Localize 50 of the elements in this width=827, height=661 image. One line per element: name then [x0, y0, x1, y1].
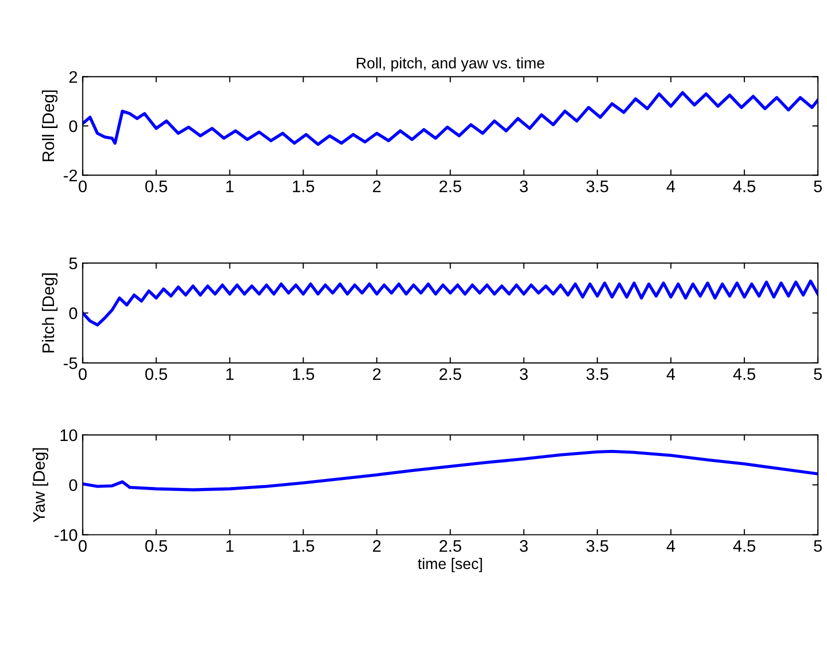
x-tick-label: 5: [814, 540, 822, 552]
x-tick-label: 4.5: [733, 180, 756, 192]
x-tick-label: 1.5: [292, 180, 314, 192]
x-tick-label: 1: [226, 368, 234, 380]
x-tick-label: 4.5: [733, 368, 756, 380]
x-tick-label: 4.5: [733, 540, 756, 552]
y-tick-label: -10: [54, 529, 78, 541]
x-tick-label: 1: [226, 180, 234, 192]
x-tick-label: 4: [666, 540, 676, 552]
chart-title: Roll, pitch, and yaw vs. time: [356, 57, 544, 72]
x-tick-label: 1.5: [292, 540, 314, 552]
x-tick-label: 3: [520, 540, 528, 552]
x-tick-label: 0: [78, 540, 87, 552]
x-tick-label: 1.5: [292, 368, 314, 380]
y-axis-title: Roll [Deg]: [42, 90, 58, 162]
x-tick-label: 3.5: [586, 180, 608, 192]
x-tick-label: 0: [78, 368, 87, 380]
x-tick-label: 0.5: [145, 180, 168, 192]
y-axis-title: Pitch [Deg]: [42, 273, 58, 352]
y-tick-label: 0: [69, 120, 78, 132]
y-tick-label: -2: [64, 170, 78, 182]
x-tick-label: 3: [520, 180, 528, 192]
x-tick-label: 3.5: [586, 540, 608, 552]
x-tick-label: 0.5: [145, 368, 168, 380]
y-tick-label: 10: [60, 429, 78, 442]
x-tick-label: 0.5: [145, 540, 168, 552]
x-tick-label: 4: [666, 180, 676, 192]
x-tick-label: 2: [372, 180, 381, 192]
x-tick-label: 3.5: [586, 368, 608, 380]
x-tick-label: 5: [814, 180, 822, 192]
x-axis-title: time [sec]: [418, 558, 482, 572]
line-series: [82, 280, 818, 326]
line-series: [82, 450, 818, 492]
x-tick-label: 0: [78, 180, 87, 192]
x-tick-label: 2.5: [440, 368, 462, 380]
y-tick-label: 0: [69, 307, 78, 320]
y-tick-label: 2: [69, 71, 78, 83]
line-series: [82, 91, 818, 146]
x-tick-label: 1: [226, 540, 234, 552]
y-tick-label: 0: [69, 479, 78, 492]
x-tick-label: 5: [814, 368, 822, 380]
x-tick-label: 2: [372, 540, 381, 552]
y-tick-label: -5: [64, 357, 78, 370]
x-tick-label: 2: [372, 368, 381, 380]
x-tick-label: 3: [520, 368, 528, 380]
y-tick-label: 5: [69, 258, 78, 270]
x-tick-label: 2.5: [440, 540, 462, 552]
x-tick-label: 2.5: [440, 180, 462, 192]
x-tick-label: 4: [666, 368, 676, 380]
y-axis-title: Yaw [Deg]: [32, 448, 48, 522]
